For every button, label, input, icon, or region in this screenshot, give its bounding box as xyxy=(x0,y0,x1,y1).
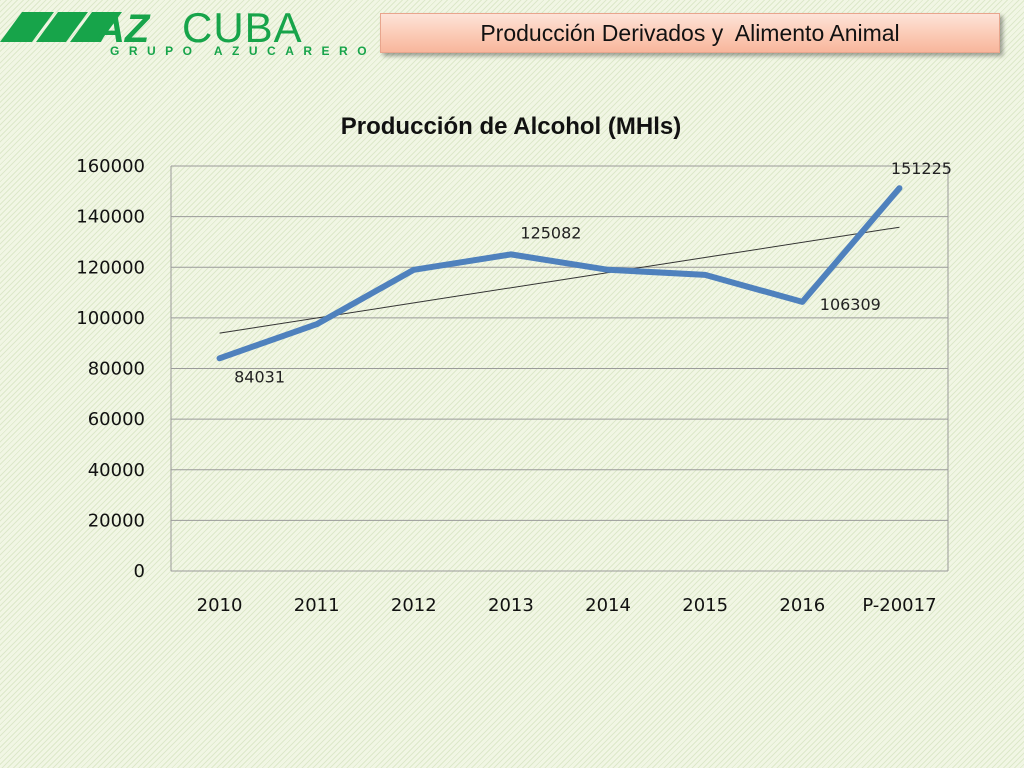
data-point xyxy=(315,322,319,326)
x-tick-label: 2015 xyxy=(682,595,728,616)
x-tick-label: 2011 xyxy=(294,595,340,616)
y-tick-label: 80000 xyxy=(88,359,145,380)
chart-title: Producción de Alcohol (MHls) xyxy=(341,113,681,140)
y-tick-label: 40000 xyxy=(88,460,145,481)
trendline-line xyxy=(219,226,900,334)
series-line xyxy=(216,185,903,362)
logo-az: AZ xyxy=(95,7,151,51)
data-label: 125082 xyxy=(520,223,581,242)
data-point xyxy=(218,356,222,360)
y-tick-label: 60000 xyxy=(88,409,145,430)
alcohol-production-chart: Producción de Alcohol (MHls) 0 20000 40000… xyxy=(76,113,952,616)
series-line-path xyxy=(216,185,903,362)
y-tick-label: 20000 xyxy=(88,510,145,531)
data-label: 151225 xyxy=(891,159,952,178)
x-axis-ticks: 2010 2011 2012 2013 2014 2015 2016 P-20017 xyxy=(197,595,937,616)
chart-grid xyxy=(171,165,948,572)
azcuba-logo: AZ CUBA GRUPO AZUCARERO xyxy=(0,4,370,58)
page-header: Producción Derivados y Alimento Animal xyxy=(380,13,1000,53)
data-point xyxy=(509,252,513,256)
chart-axes xyxy=(170,166,949,571)
trendline xyxy=(219,226,900,334)
y-tick-label: 140000 xyxy=(76,207,145,228)
data-point xyxy=(703,273,707,277)
data-labels: 84031 125082 106309 151225 xyxy=(234,159,952,386)
data-point xyxy=(606,268,610,272)
logo-tagline: GRUPO AZUCARERO xyxy=(110,44,370,58)
x-tick-label: P-20017 xyxy=(862,595,936,616)
data-point xyxy=(800,300,804,304)
x-tick-label: 2012 xyxy=(391,595,437,616)
logo-cuba: CUBA xyxy=(182,4,303,51)
y-tick-label: 120000 xyxy=(76,257,145,278)
y-tick-label: 100000 xyxy=(76,308,145,329)
y-tick-label: 0 xyxy=(134,561,145,582)
x-tick-label: 2013 xyxy=(488,595,534,616)
page-title: Producción Derivados y Alimento Animal xyxy=(480,19,900,46)
data-point xyxy=(412,268,416,272)
data-label: 106309 xyxy=(820,295,881,314)
series-points xyxy=(218,186,901,360)
data-point xyxy=(897,186,901,190)
data-label: 84031 xyxy=(234,367,285,386)
y-axis-ticks: 0 20000 40000 60000 80000 100000 120000 140000 1… xyxy=(76,156,145,582)
x-tick-label: 2010 xyxy=(197,595,243,616)
y-tick-label: 160000 xyxy=(76,156,145,177)
x-tick-label: 2014 xyxy=(585,595,631,616)
logo-stripes xyxy=(0,12,122,42)
x-tick-label: 2016 xyxy=(779,595,825,616)
